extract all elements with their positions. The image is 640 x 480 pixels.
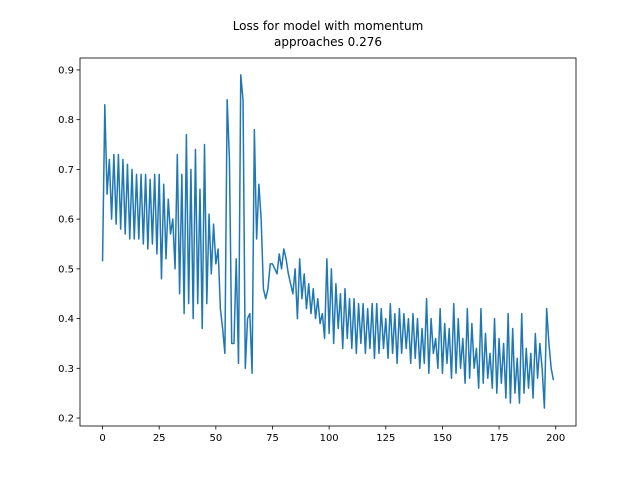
x-tick-label: 25 bbox=[153, 433, 166, 444]
y-tick-label: 0.2 bbox=[58, 414, 74, 425]
x-tick-label: 200 bbox=[546, 433, 565, 444]
y-tick-label: 0.5 bbox=[58, 264, 74, 275]
x-tick-label: 0 bbox=[99, 433, 105, 444]
x-tick-label: 175 bbox=[490, 433, 509, 444]
y-tick-label: 0.9 bbox=[58, 65, 74, 76]
y-tick-label: 0.8 bbox=[58, 115, 74, 126]
y-tick-label: 0.3 bbox=[58, 364, 74, 375]
axes-frame bbox=[79, 57, 577, 427]
x-tick-label: 75 bbox=[266, 433, 279, 444]
x-tick-label: 100 bbox=[320, 433, 339, 444]
y-tick-label: 0.7 bbox=[58, 165, 74, 176]
line-series bbox=[101, 74, 555, 409]
y-tick-label: 0.6 bbox=[58, 215, 74, 226]
chart-title: approaches 0.276 bbox=[274, 35, 382, 49]
chart-title: Loss for model with momentum bbox=[233, 19, 424, 33]
x-tick-label: 150 bbox=[433, 433, 452, 444]
y-tick-label: 0.4 bbox=[58, 314, 74, 325]
x-tick-label: 125 bbox=[376, 433, 395, 444]
x-tick-label: 50 bbox=[209, 433, 222, 444]
